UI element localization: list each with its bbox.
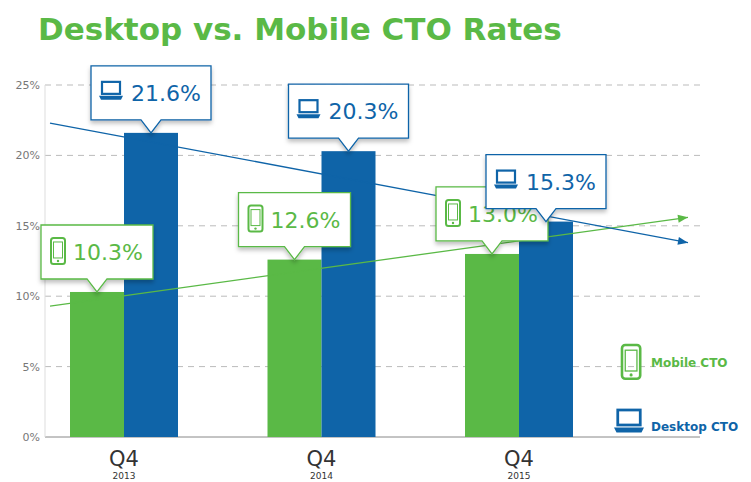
laptop-base (614, 428, 644, 433)
phone-icon (249, 206, 263, 232)
laptop-screen (497, 171, 515, 183)
x-tick-label-line: 2014 (310, 471, 333, 481)
data-label-callout: 21.6% (91, 66, 211, 133)
trend-arrow (677, 237, 688, 245)
legend-label: Mobile CTO (651, 356, 728, 370)
callout-box (91, 66, 211, 133)
data-label-callout: 10.3% (41, 225, 153, 292)
y-tick-label: 15% (16, 220, 40, 233)
title: Desktop vs. Mobile CTO Rates (38, 11, 562, 47)
laptop-icon (494, 171, 518, 189)
data-label: 12.6% (271, 208, 341, 233)
trend-arrow (678, 215, 688, 223)
phone-icon (51, 238, 65, 264)
legend: Mobile CTO Desktop CTO (614, 345, 738, 434)
callout-box (289, 84, 409, 151)
phone-body (446, 200, 460, 226)
x-tick-label-line: Q4 (504, 447, 534, 471)
laptop-icon (297, 100, 321, 118)
plot-area (50, 123, 688, 437)
bar (268, 260, 322, 437)
data-label: 20.3% (329, 99, 399, 124)
callout-box (239, 193, 351, 260)
phone-screen (251, 210, 260, 226)
laptop-screen (300, 100, 318, 112)
bar (124, 133, 178, 437)
callout-box (41, 225, 153, 292)
legend-label: Desktop CTO (651, 420, 738, 434)
phone-button (254, 227, 256, 229)
x-tick-label-line: 2013 (113, 471, 136, 481)
phone-screen (54, 242, 63, 258)
y-tick-label: 25% (16, 79, 40, 92)
callout-box (486, 155, 606, 222)
phone-button (57, 260, 59, 262)
phone-button (630, 373, 633, 376)
phone-button (452, 222, 454, 224)
data-label: 21.6% (131, 81, 201, 106)
laptop-screen (102, 82, 120, 94)
phone-body (622, 345, 640, 379)
phone-screen (625, 350, 637, 371)
bar (70, 292, 124, 437)
y-tick-label: 20% (16, 149, 40, 162)
phone-icon (622, 345, 640, 379)
laptop-base (494, 185, 518, 189)
laptop-base (297, 114, 321, 118)
phone-body (51, 238, 65, 264)
laptop-icon (99, 82, 123, 100)
phone-body (249, 206, 263, 232)
bar (519, 222, 573, 437)
bar (465, 254, 519, 437)
x-tick-label-line: Q4 (109, 447, 139, 471)
laptop-screen (618, 410, 641, 425)
data-label: 15.3% (526, 170, 596, 195)
x-tick-label: Q42015 (504, 447, 534, 481)
phone-screen (449, 204, 458, 220)
data-label: 10.3% (73, 240, 143, 265)
x-tick-label: Q42013 (109, 447, 139, 481)
y-tick-label: 10% (16, 290, 40, 303)
y-tick-label: 5% (23, 361, 40, 374)
data-label-callout: 15.3% (486, 155, 606, 222)
x-tick-label-line: Q4 (307, 447, 337, 471)
chart: Desktop vs. Mobile CTO Rates 0% 5% 10% 15% 20… (0, 0, 751, 482)
data-label-callout: 20.3% (289, 84, 409, 151)
phone-icon (446, 200, 460, 226)
laptop-icon (614, 410, 644, 433)
laptop-base (99, 96, 123, 100)
x-tick-label: Q42014 (307, 447, 337, 481)
x-tick-label-line: 2015 (508, 471, 531, 481)
data-label-callout: 12.6% (239, 193, 351, 260)
y-tick-label: 0% (23, 431, 40, 444)
